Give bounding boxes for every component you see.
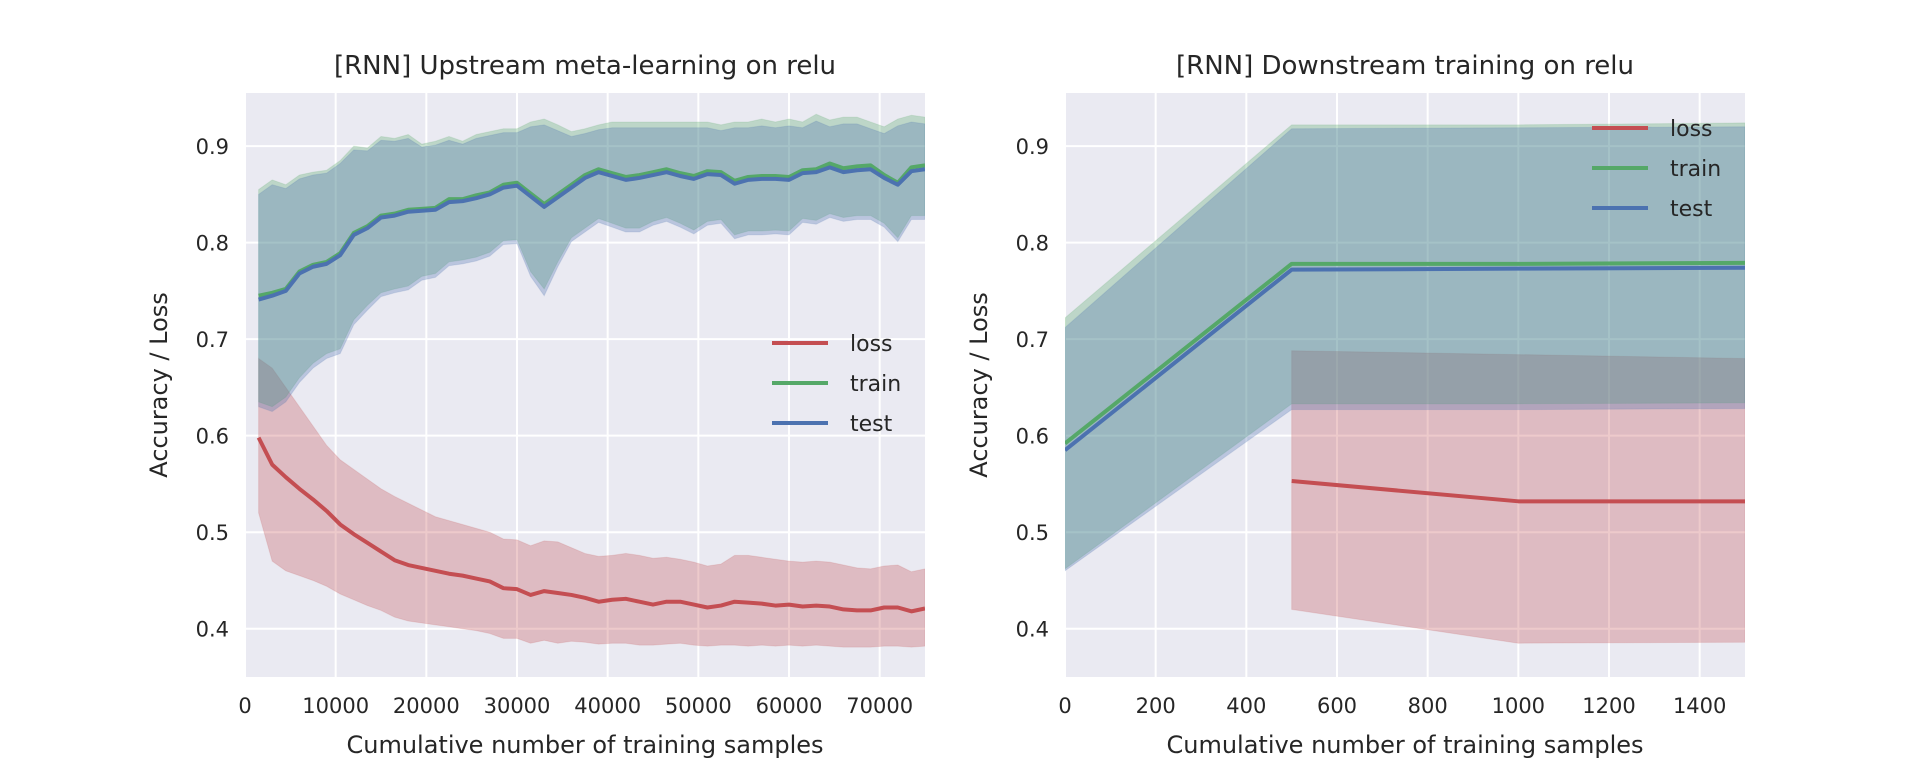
downstream-y-axis-label: Accuracy / Loss xyxy=(965,292,993,478)
upstream-y-tick-label: 0.6 xyxy=(196,425,229,449)
upstream-x-tick-label: 60000 xyxy=(756,694,823,718)
upstream-test-line xyxy=(258,165,925,302)
upstream-y-tick-label: 0.5 xyxy=(196,521,229,545)
downstream-title: [RNN] Downstream training on relu xyxy=(1176,51,1634,81)
downstream-x-tick-label: 200 xyxy=(1136,694,1176,718)
upstream-x-tick-label: 50000 xyxy=(665,694,732,718)
upstream-title: [RNN] Upstream meta-learning on relu xyxy=(334,51,836,81)
upstream-x-tick-label: 0 xyxy=(238,694,251,718)
downstream-y-tick-label: 0.7 xyxy=(1016,328,1049,352)
upstream-legend-label-loss: loss xyxy=(850,332,893,357)
upstream-y-tick-label: 0.8 xyxy=(196,232,229,256)
upstream-legend-label-train: train xyxy=(850,372,901,397)
upstream-x-axis-label: Cumulative number of training samples xyxy=(346,731,823,759)
downstream-x-tick-label: 800 xyxy=(1408,694,1448,718)
downstream-train-band xyxy=(1065,122,1745,570)
upstream-chart: 0 10000 20000 30000 40000 50000 60000 70000 0.4 0… xyxy=(145,51,925,759)
downstream-legend-label-test: test xyxy=(1670,197,1713,222)
upstream-y-tick-label: 0.9 xyxy=(196,135,229,159)
upstream-x-tick-label: 30000 xyxy=(484,694,551,718)
downstream-chart: 0 200 400 600 800 1000 1200 1400 0.4 0.5 0.6 0.7 0.8… xyxy=(965,51,1745,759)
downstream-y-tick-label: 0.9 xyxy=(1016,135,1049,159)
downstream-x-tick-label: 600 xyxy=(1317,694,1357,718)
downstream-y-tick-label: 0.8 xyxy=(1016,232,1049,256)
downstream-legend-label-loss: loss xyxy=(1670,117,1713,142)
upstream-loss-band xyxy=(258,357,925,648)
upstream-y-axis-label: Accuracy / Loss xyxy=(145,292,173,478)
upstream-y-tick-label: 0.4 xyxy=(196,618,229,642)
upstream-x-tick-label: 40000 xyxy=(574,694,641,718)
downstream-train-line xyxy=(1065,260,1745,445)
downstream-y-tick-label: 0.4 xyxy=(1016,618,1049,642)
downstream-loss-line xyxy=(1291,479,1745,504)
downstream-loss-band xyxy=(1291,350,1745,644)
downstream-x-tick-label: 400 xyxy=(1226,694,1266,718)
upstream-legend-label-test: test xyxy=(850,412,893,437)
upstream-series-group xyxy=(256,113,925,648)
downstream-legend: loss train test xyxy=(1592,117,1721,222)
upstream-x-tick-label: 20000 xyxy=(393,694,460,718)
downstream-x-tick-label: 1400 xyxy=(1673,694,1726,718)
downstream-x-axis-label: Cumulative number of training samples xyxy=(1166,731,1643,759)
upstream-y-tick-label: 0.7 xyxy=(196,328,229,352)
downstream-y-tick-label: 0.6 xyxy=(1016,425,1049,449)
downstream-x-tick-label: 1200 xyxy=(1582,694,1635,718)
downstream-legend-label-train: train xyxy=(1670,157,1721,182)
downstream-x-tick-label: 1000 xyxy=(1492,694,1545,718)
upstream-test-band xyxy=(258,120,925,413)
downstream-y-tick-label: 0.5 xyxy=(1016,521,1049,545)
upstream-legend: loss train test xyxy=(772,332,901,437)
upstream-x-tick-label: 10000 xyxy=(302,694,369,718)
upstream-loss-line xyxy=(256,436,925,614)
upstream-x-tick-label: 70000 xyxy=(846,694,913,718)
downstream-test-band xyxy=(1065,126,1745,572)
downstream-plot-area xyxy=(1065,93,1745,677)
downstream-x-tick-label: 0 xyxy=(1058,694,1071,718)
downstream-series-group xyxy=(1065,122,1745,644)
upstream-train-band xyxy=(258,113,925,408)
downstream-test-line xyxy=(1065,265,1745,452)
